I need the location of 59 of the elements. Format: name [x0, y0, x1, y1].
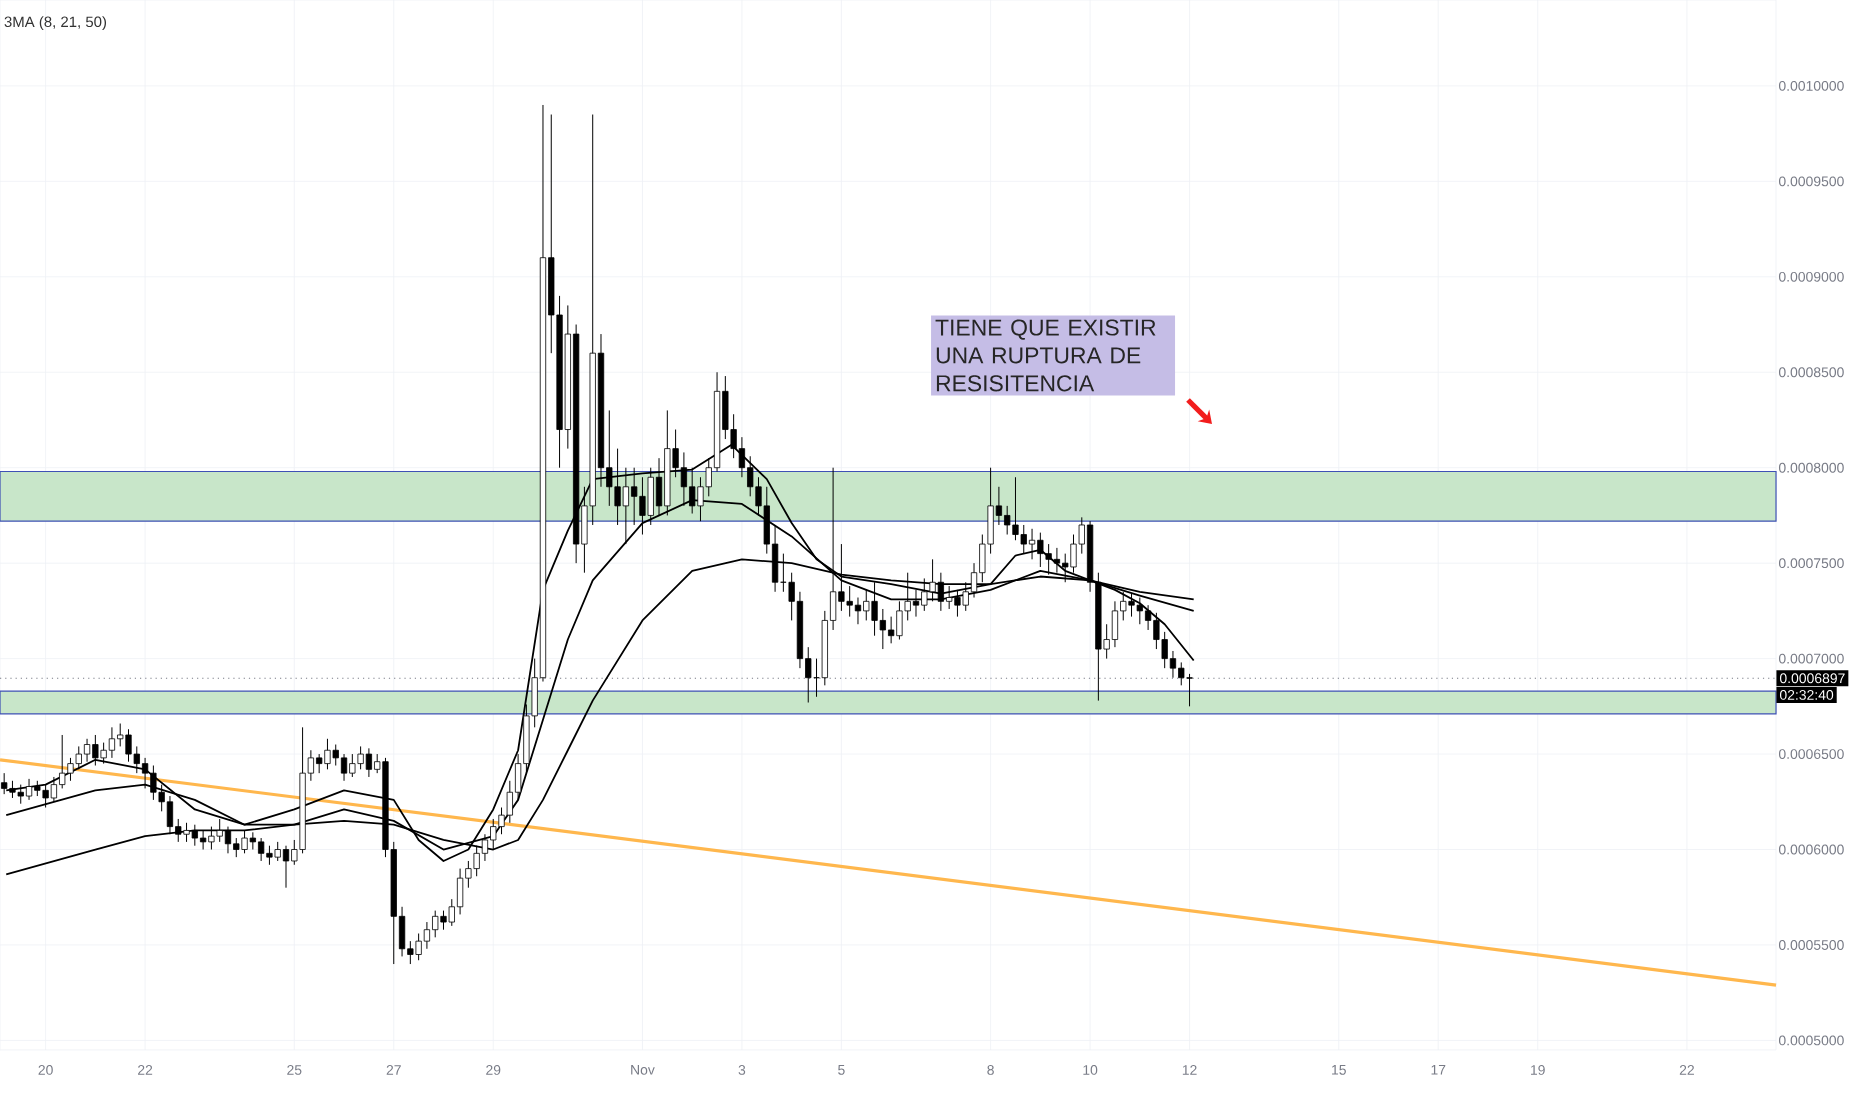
candlestick	[324, 738, 331, 770]
candlestick	[846, 585, 853, 618]
candlestick	[456, 868, 464, 915]
candlestick	[50, 776, 58, 803]
candlestick	[25, 778, 33, 801]
candlestick	[1111, 600, 1119, 648]
candlestick	[100, 742, 107, 765]
candlestick	[183, 822, 190, 843]
candlestick	[42, 784, 49, 809]
candlestick	[887, 616, 895, 644]
candlestick	[921, 577, 928, 612]
candlestick	[67, 757, 74, 782]
candlestick	[1053, 547, 1061, 574]
candlestick	[614, 448, 621, 526]
candlestick	[108, 726, 116, 759]
candlestick	[1186, 673, 1193, 707]
candlestick	[863, 589, 870, 621]
candlestick	[199, 829, 207, 851]
candlestick	[1178, 661, 1185, 686]
candlestick	[117, 723, 124, 747]
candlestick	[365, 747, 373, 778]
candlestick	[332, 744, 339, 767]
candlestick	[191, 824, 198, 847]
candlestick	[75, 745, 82, 770]
candlestick	[896, 600, 903, 641]
candlestick	[1037, 532, 1044, 568]
candlestick	[415, 933, 422, 961]
candlestick	[150, 765, 157, 801]
candlestick	[166, 795, 174, 835]
candlestick	[274, 841, 281, 862]
candlestick	[854, 597, 862, 625]
candlestick	[224, 826, 232, 854]
candlestick	[912, 589, 920, 618]
candlestick	[423, 921, 431, 950]
candlestick	[266, 845, 273, 866]
candlestick	[871, 581, 878, 637]
candlestick	[233, 837, 240, 858]
candlestick	[432, 910, 439, 938]
candlestick	[1028, 528, 1036, 560]
candlestick	[340, 753, 348, 782]
annotation: TIENE QUE EXISTIR UNA RUPTURA DE RESISITENCIA	[935, 319, 1156, 392]
candlestick	[17, 784, 24, 805]
candlestick	[1004, 505, 1011, 536]
candlestick	[1128, 593, 1135, 618]
candlestick	[1012, 476, 1019, 541]
candlestick	[241, 829, 248, 854]
candlestick	[357, 745, 364, 770]
candlestick	[208, 826, 215, 851]
candlestick	[92, 734, 99, 767]
candlestick	[1136, 597, 1143, 625]
candlestick	[125, 728, 132, 763]
candlestick	[440, 910, 447, 931]
candlestick	[216, 818, 223, 843]
candlestick	[141, 757, 149, 789]
candlestick	[349, 753, 356, 778]
candlestick	[954, 589, 961, 618]
candlestick	[83, 738, 91, 763]
candlestick	[1020, 524, 1027, 555]
candlestick	[282, 845, 290, 889]
